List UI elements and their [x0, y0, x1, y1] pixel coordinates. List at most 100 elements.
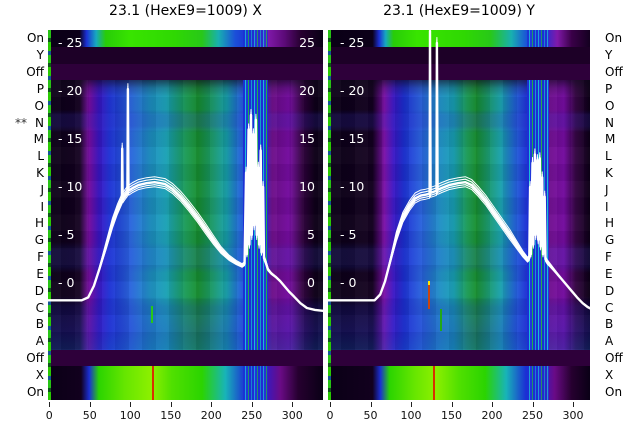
xtick-mark — [492, 402, 493, 407]
row-label: C — [605, 300, 614, 315]
row-label: X — [35, 367, 44, 382]
value-tick-label-left: - 5 — [340, 227, 357, 242]
value-tick-label-left: - 25 — [340, 35, 365, 50]
row-label: Y — [36, 48, 44, 63]
row-label: D — [605, 283, 615, 298]
white-trace — [48, 85, 323, 312]
heatmap-row-off-top — [48, 63, 323, 81]
plot-title-x: 23.1 (HexE9=1009) X — [109, 3, 262, 19]
row-label: On — [605, 384, 623, 399]
white-trace — [48, 83, 323, 312]
row-label: J — [40, 182, 44, 197]
streak-columns-overlay — [526, 366, 550, 400]
heatmap-mark — [151, 366, 154, 400]
row-label: P — [36, 81, 44, 96]
row-label: H — [34, 216, 44, 231]
heatmap-row-off-top — [328, 63, 590, 81]
xtick-mark — [130, 402, 132, 407]
row-label: L — [37, 149, 44, 164]
row-label: On — [26, 31, 44, 46]
xtick-mark — [292, 402, 294, 407]
row-marker-asterisks: ** — [15, 115, 27, 130]
row-label: D — [34, 283, 44, 298]
row-label: On — [605, 31, 623, 46]
xtick-mark — [411, 402, 412, 407]
xtick-mark — [532, 402, 534, 407]
curve-svg — [48, 83, 323, 312]
value-tick-label-right: 0 — [307, 275, 315, 290]
xtick-label: 0 — [45, 409, 53, 422]
row-label: Off — [26, 350, 44, 365]
row-label: P — [605, 81, 613, 96]
heatmap-row-y — [48, 46, 323, 64]
row-label: F — [605, 250, 612, 265]
row-label: K — [605, 165, 613, 180]
value-tick-label-left: - 0 — [340, 275, 357, 290]
value-tick-label-left: - 20 — [58, 83, 83, 98]
xtick-label: 100 — [400, 409, 422, 422]
row-label: E — [605, 266, 613, 281]
left-edge-green-strip — [328, 30, 331, 400]
row-label: Off — [605, 65, 623, 80]
row-label: G — [34, 233, 44, 248]
row-label: K — [36, 165, 44, 180]
row-label: M — [605, 132, 616, 147]
row-label: A — [605, 334, 614, 349]
xtick-mark — [89, 402, 91, 407]
row-label: C — [35, 300, 44, 315]
value-tick-label-right: 5 — [307, 227, 315, 242]
xtick-mark — [573, 402, 574, 407]
row-label: G — [605, 233, 615, 248]
xtick-mark — [451, 402, 453, 407]
xtick-label: 50 — [363, 409, 378, 422]
heatmap-plot-y: - 25 - 20 - 15 - 10 - 5 - 0 — [328, 30, 590, 400]
value-tick-label-right: 15 — [299, 131, 315, 146]
xtick-label: 100 — [119, 409, 141, 422]
white-trace — [328, 30, 590, 309]
heatmap-mark — [151, 306, 154, 323]
row-label: J — [605, 182, 609, 197]
row-label: N — [605, 115, 614, 130]
value-tick-label-left: - 10 — [340, 179, 365, 194]
value-tick-label-right: 25 — [299, 35, 315, 50]
row-label: H — [605, 216, 615, 231]
value-tick-label-left: - 0 — [58, 275, 75, 290]
heatmap-mark — [432, 366, 435, 400]
xtick-label: 250 — [241, 409, 263, 422]
xtick-label: 0 — [326, 409, 334, 422]
xtick-mark — [211, 402, 213, 407]
xtick-mark — [170, 402, 172, 407]
xtick-label: 300 — [281, 409, 303, 422]
xtick-label: 250 — [522, 409, 543, 422]
row-label: I — [605, 199, 609, 214]
value-tick-label-left: - 25 — [58, 35, 83, 50]
xtick-label: 150 — [160, 409, 182, 422]
streak-columns-overlay — [526, 30, 550, 47]
row-label: E — [36, 266, 44, 281]
white-trace — [328, 30, 590, 310]
row-label: Off — [605, 350, 623, 365]
value-tick-label-left: - 10 — [58, 179, 83, 194]
row-label: B — [35, 317, 44, 332]
xtick-mark — [49, 402, 51, 407]
row-label: L — [605, 149, 612, 164]
heatmap-main-row-shading — [48, 80, 323, 350]
row-label: A — [35, 334, 44, 349]
value-tick-label-left: - 15 — [58, 131, 83, 146]
xtick-mark — [251, 402, 253, 407]
row-label: I — [40, 199, 44, 214]
white-trace — [48, 87, 323, 312]
xtick-label: 200 — [481, 409, 503, 422]
heatmap-band-on-top — [328, 30, 590, 47]
heatmap-mark — [440, 309, 443, 331]
heatmap-row-y — [328, 46, 590, 64]
row-label: F — [37, 250, 44, 265]
value-tick-label-left: - 5 — [58, 227, 75, 242]
streak-columns-overlay — [243, 366, 268, 400]
row-label: N — [35, 115, 44, 130]
curve-svg — [328, 30, 590, 310]
row-label: Off — [26, 65, 44, 80]
white-trace — [328, 31, 590, 309]
row-label: On — [26, 384, 44, 399]
